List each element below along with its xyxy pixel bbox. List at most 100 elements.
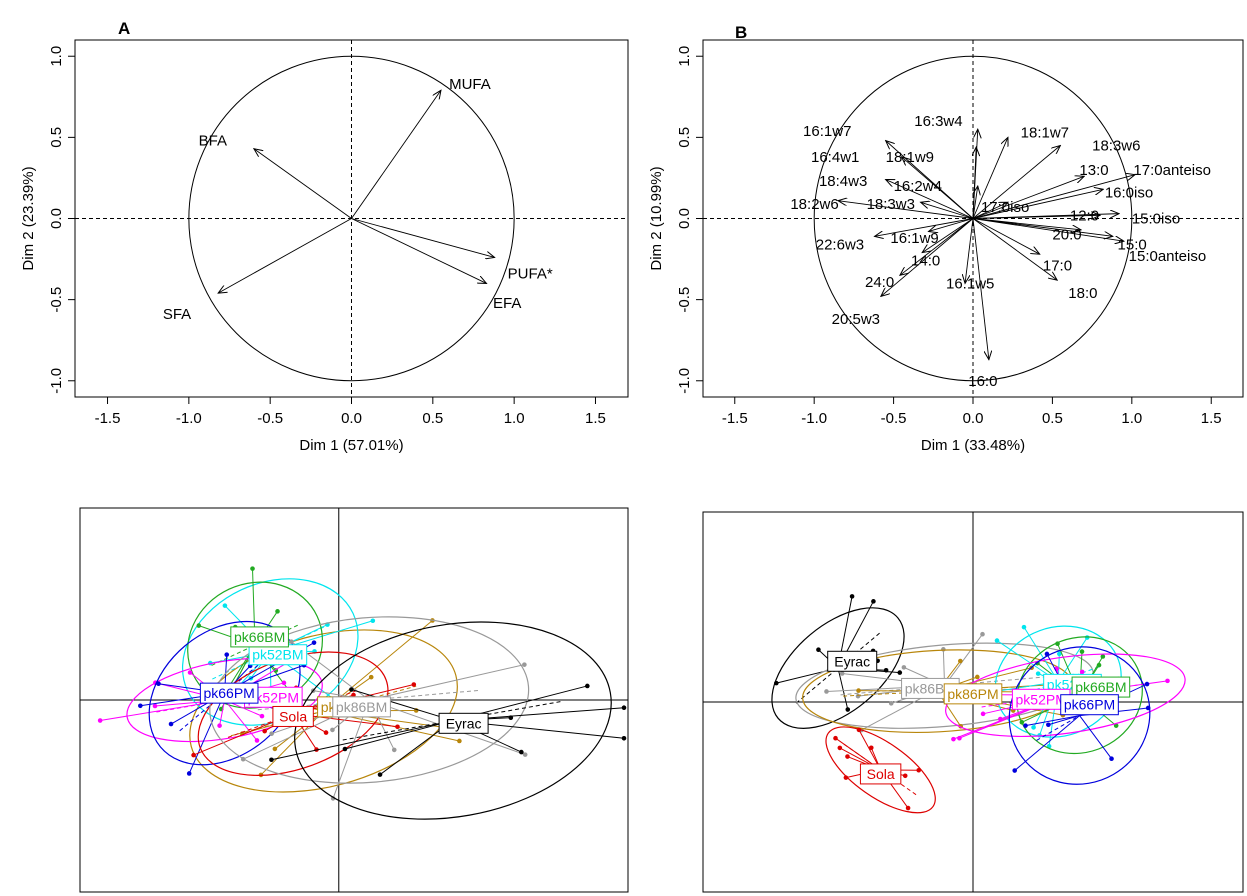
individual-point [843, 775, 849, 780]
group-ellipse [209, 616, 530, 784]
vector-label: 18:0 [1068, 285, 1097, 302]
individual-point [980, 631, 985, 637]
vector-label: 17:0anteiso [1133, 162, 1211, 179]
group-ellipse [1008, 646, 1151, 785]
individual-point [97, 718, 103, 723]
individual-point [508, 715, 514, 721]
vector-arrow [972, 145, 1060, 219]
group-label-box [230, 626, 289, 648]
vector-label: 16:4w1 [811, 149, 859, 166]
y-tick-label: -0.5 [676, 287, 693, 313]
individual-point [837, 745, 843, 751]
individual-point [849, 594, 855, 599]
group-label: pk86BM [336, 699, 387, 715]
individual-point [833, 735, 838, 741]
individual-point [411, 682, 417, 687]
vector-arrow [881, 218, 974, 297]
x-axis-label: Dim 1 (57.01%) [299, 437, 403, 454]
individual-point [250, 566, 255, 571]
group-label-box [827, 650, 878, 672]
x-tick-label: 0.0 [963, 410, 984, 427]
chart-a-individuals: pk86PMpk52BMpk66BMpk52PMpk66PMSolapk86BM… [79, 507, 629, 893]
individual-point [1046, 722, 1051, 728]
y-tick-label: 1.0 [48, 46, 65, 67]
group-label-box [943, 683, 1003, 705]
vector-label: SFA [163, 306, 191, 323]
vector-label: 14:0 [911, 253, 940, 270]
group-label: pk52BM [252, 647, 303, 663]
individual-point [816, 647, 821, 653]
individual-point [259, 713, 265, 719]
vector-label: 13:0 [1079, 162, 1108, 179]
y-tick-label: 0.0 [48, 208, 65, 229]
vector-label: 22:6w3 [816, 236, 864, 253]
group-axis [795, 632, 881, 704]
individual-point [1035, 671, 1041, 676]
vector-arrow [972, 175, 1135, 219]
vector-arrow [922, 218, 974, 253]
vector-arrow [218, 218, 352, 294]
individual-point [994, 638, 1000, 643]
vector-arrow [972, 218, 989, 360]
x-tick-label: 0.5 [1042, 410, 1063, 427]
individual-point [254, 738, 260, 743]
vector-label: 18:1w9 [886, 149, 934, 166]
group-label: Sola [279, 708, 307, 724]
vector-label: 16:3w4 [914, 113, 962, 130]
individual-point [522, 752, 528, 757]
vector-label: 12:0 [1070, 207, 1099, 224]
x-tick-label: 1.5 [585, 410, 606, 427]
individual-link [351, 689, 454, 722]
individual-point [585, 683, 590, 689]
individual-point [621, 735, 627, 741]
group-label: Eyrac [446, 715, 482, 731]
individual-point [856, 688, 861, 693]
vector-label: 20:5w3 [832, 311, 880, 328]
individual-point [1057, 651, 1062, 657]
individual-point [457, 738, 462, 744]
group-ellipse [945, 653, 1186, 738]
vector-arrow [900, 218, 974, 276]
vector-arrow [886, 180, 974, 219]
group-label: pk52PM [1016, 691, 1067, 707]
individual-point [897, 670, 903, 675]
individual-point [957, 735, 962, 741]
x-tick-label: 1.0 [504, 410, 525, 427]
individual-point [856, 727, 862, 733]
vector-arrow [254, 149, 352, 219]
individual-point [845, 707, 851, 712]
vector-label: 15:0anteiso [1129, 248, 1207, 265]
vector-label: 17:0iso [981, 199, 1029, 216]
individual-point [391, 747, 397, 753]
individual-point [138, 703, 143, 709]
individual-point [1023, 723, 1028, 728]
individual-point [1109, 756, 1114, 762]
vector-label: 18:4w3 [819, 173, 867, 190]
x-axis-label: Dim 1 (33.48%) [921, 437, 1025, 454]
individual-point [269, 757, 274, 763]
vector-arrow [902, 157, 974, 219]
vector-arrow [972, 218, 1113, 237]
y-tick-label: 0.5 [48, 127, 65, 148]
individual-point [621, 705, 627, 710]
individual-point [1055, 641, 1060, 647]
y-tick-label: 0.5 [676, 127, 693, 148]
individual-point [168, 721, 174, 727]
vector-arrow [972, 218, 1040, 255]
individual-link [1048, 715, 1080, 726]
vector-label: 16:0iso [1105, 185, 1153, 202]
group-label: pk86PM [947, 686, 998, 702]
vector-label: 15:0iso [1132, 211, 1180, 228]
individual-link [1014, 715, 1080, 771]
x-tick-label: 1.5 [1201, 410, 1222, 427]
individual-point [519, 749, 524, 755]
individual-point [773, 680, 779, 686]
vector-label: 16:0 [968, 373, 997, 390]
vector-arrow [973, 186, 978, 219]
individual-point [980, 711, 986, 717]
individual-point [1031, 725, 1036, 730]
individual-point [905, 805, 911, 811]
individual-link [944, 633, 983, 687]
vector-arrow [973, 147, 976, 219]
